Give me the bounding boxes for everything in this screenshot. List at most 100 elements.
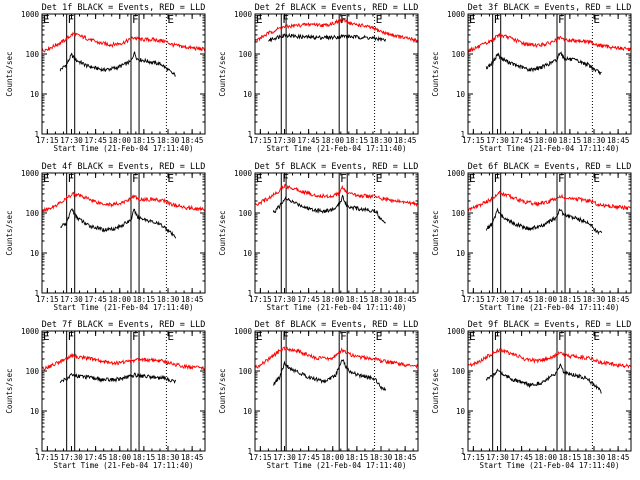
y-tick-label: 1 [34, 447, 39, 456]
y-axis-label: Counts/sec [431, 368, 440, 413]
plot-area [468, 14, 631, 134]
flag-label: F [68, 13, 75, 26]
axes-frame [41, 172, 206, 294]
flag-label: F [132, 330, 139, 343]
flag-label: E [376, 13, 383, 26]
flag-label: E [167, 13, 174, 26]
lld-series-line [468, 347, 631, 369]
plot-area [255, 14, 418, 134]
events-series-line [272, 194, 387, 224]
events-series-line [485, 363, 602, 394]
y-tick-label: 10 [456, 407, 466, 416]
x-tick-label: 17:30 [486, 453, 509, 462]
y-tick-label: 10 [30, 407, 40, 416]
x-tick-label: 18:45 [181, 295, 204, 304]
x-tick-label: 18:30 [370, 136, 393, 145]
panel-title: Det 9f BLACK = Events, RED = LLD [468, 320, 632, 330]
x-tick-label: 18:30 [157, 295, 180, 304]
axes-frame [41, 13, 206, 135]
y-tick-label: 1 [460, 447, 465, 456]
x-tick-label: 18:30 [370, 295, 393, 304]
flag-label: F [494, 172, 501, 185]
x-tick-label: 18:45 [607, 453, 630, 462]
x-tick-label: 17:45 [297, 453, 320, 462]
x-tick-label: 17:30 [60, 453, 83, 462]
y-tick-label: 10 [243, 249, 253, 258]
x-axis-label: Start Time (21-Feb-04 17:11:40) [267, 144, 407, 153]
panel-3: Det 3f BLACK = Events, RED = LLD Counts/s… [431, 3, 632, 153]
x-tick-label: 18:15 [133, 136, 156, 145]
x-tick-label: 17:45 [84, 295, 107, 304]
x-tick-label: 18:45 [607, 295, 630, 304]
x-tick-label: 18:00 [108, 136, 131, 145]
flag-label: E [469, 172, 476, 185]
panel-7: Det 7f BLACK = Events, RED = LLD Counts/s… [5, 320, 206, 470]
flag-label: E [43, 172, 50, 185]
flag-label: E [256, 172, 263, 185]
y-tick-label: 1 [247, 289, 252, 298]
flag-label: E [256, 330, 263, 343]
y-tick-label: 1 [460, 289, 465, 298]
x-tick-label: 17:45 [510, 453, 533, 462]
flag-label: F [494, 330, 501, 343]
y-tick-label: 1 [460, 130, 465, 139]
y-tick-label: 10 [30, 249, 40, 258]
y-tick-label: 1000 [447, 10, 466, 19]
y-tick-label: 1000 [234, 10, 253, 19]
panel-title: Det 3f BLACK = Events, RED = LLD [468, 3, 632, 13]
y-tick-label: 1000 [447, 327, 466, 336]
y-tick-label: 1000 [21, 10, 40, 19]
y-tick-label: 1 [247, 130, 252, 139]
x-tick-label: 18:30 [157, 453, 180, 462]
y-tick-label: 10 [243, 90, 253, 99]
plot-area [42, 331, 205, 451]
x-tick-label: 18:45 [181, 136, 204, 145]
flag-label: E [43, 13, 50, 26]
flag-label: E [167, 172, 174, 185]
plot-area [468, 331, 631, 451]
y-tick-label: 100 [238, 50, 252, 59]
panel-6: Det 6f BLACK = Events, RED = LLD Counts/s… [431, 162, 632, 312]
x-tick-label: 17:15 [36, 295, 59, 304]
flag-label: E [376, 330, 383, 343]
y-tick-label: 100 [25, 209, 39, 218]
flag-label: F [132, 172, 139, 185]
axes-frame [254, 172, 419, 294]
flag-label: E [593, 13, 600, 26]
events-series-line [59, 51, 176, 78]
flag-label: E [469, 13, 476, 26]
x-tick-label: 18:15 [133, 453, 156, 462]
panel-4: Det 4f BLACK = Events, RED = LLD Counts/s… [5, 162, 206, 312]
x-tick-label: 17:45 [297, 136, 320, 145]
x-axis-label: Start Time (21-Feb-04 17:11:40) [480, 461, 620, 470]
y-tick-label: 10 [456, 90, 466, 99]
x-tick-label: 18:00 [321, 136, 344, 145]
panel-8: Det 8f BLACK = Events, RED = LLD Counts/s… [218, 320, 419, 470]
x-tick-label: 18:45 [607, 136, 630, 145]
panel-title: Det 6f BLACK = Events, RED = LLD [468, 162, 632, 172]
y-tick-label: 100 [451, 50, 465, 59]
axes-frame [467, 330, 632, 452]
flag-label: E [593, 172, 600, 185]
x-axis-label: Start Time (21-Feb-04 17:11:40) [480, 144, 620, 153]
lld-series-line [42, 191, 205, 213]
y-tick-label: 100 [451, 367, 465, 376]
x-tick-label: 17:30 [60, 295, 83, 304]
x-axis-label: Start Time (21-Feb-04 17:11:40) [267, 303, 407, 312]
flag-label: E [256, 13, 263, 26]
x-tick-label: 17:30 [60, 136, 83, 145]
flag-label: F [340, 330, 347, 343]
flag-label: E [593, 330, 600, 343]
x-tick-label: 18:15 [133, 295, 156, 304]
panel-9: Det 9f BLACK = Events, RED = LLD Counts/s… [431, 320, 632, 470]
events-series-line [268, 32, 386, 43]
panel-title: Det 8f BLACK = Events, RED = LLD [255, 320, 419, 330]
x-tick-label: 18:45 [394, 453, 417, 462]
panel-title: Det 4f BLACK = Events, RED = LLD [42, 162, 206, 172]
events-series-line [485, 207, 603, 236]
x-tick-label: 17:15 [249, 453, 272, 462]
x-tick-label: 17:15 [462, 453, 485, 462]
flag-label: E [469, 330, 476, 343]
x-tick-label: 17:45 [84, 453, 107, 462]
x-tick-label: 18:30 [157, 136, 180, 145]
